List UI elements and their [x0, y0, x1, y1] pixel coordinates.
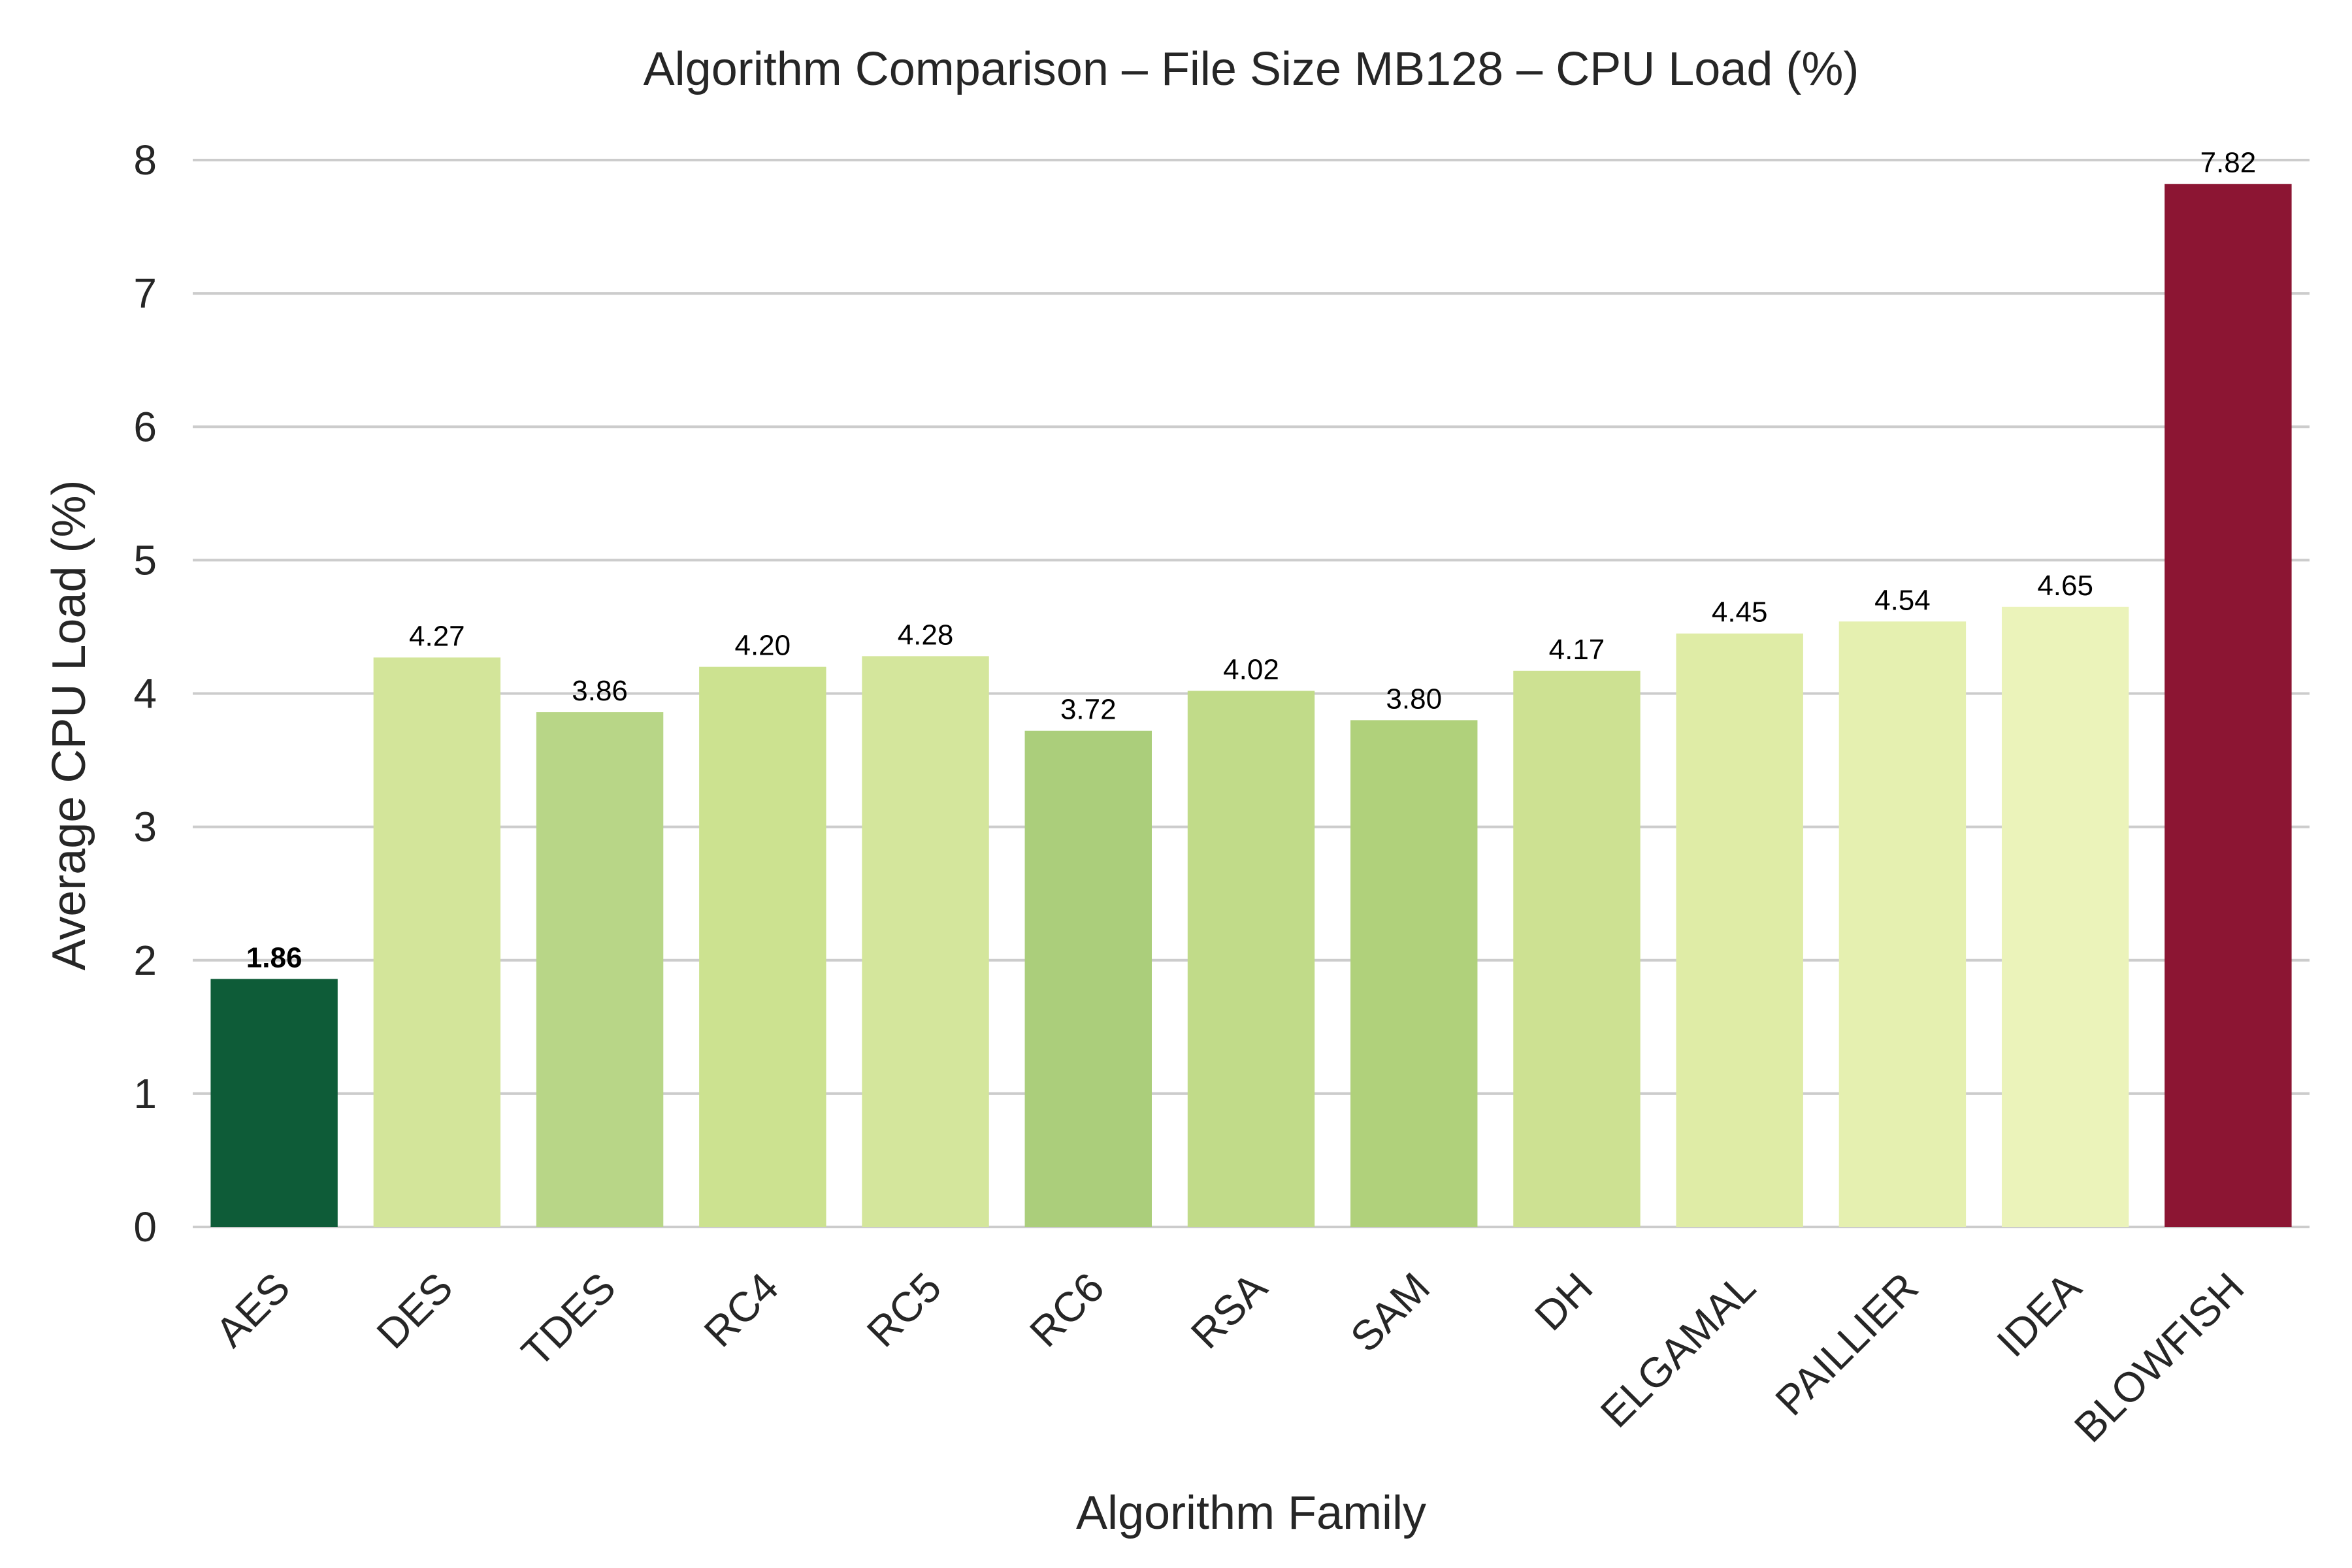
- data-label-elgamal: 4.45: [1712, 596, 1768, 629]
- bar-idea: [2001, 606, 2129, 1227]
- x-tick-label-rc6: RC6: [1021, 1264, 1113, 1356]
- bar-dh: [1513, 670, 1641, 1227]
- data-label-tdes: 3.86: [572, 675, 628, 707]
- chart-title: Algorithm Comparison – File Size MB128 –…: [644, 43, 1859, 95]
- x-tick-label-dh: DH: [1526, 1264, 1601, 1339]
- x-tick-label-idea: IDEA: [1988, 1264, 2091, 1366]
- bar-elgamal: [1676, 633, 1803, 1227]
- data-label-paillier: 4.54: [1874, 584, 1931, 616]
- y-tick-label: 4: [133, 670, 157, 717]
- bar-rc5: [862, 656, 989, 1227]
- y-tick-label: 7: [133, 270, 157, 317]
- x-tick-label-rsa: RSA: [1182, 1264, 1276, 1358]
- bars: 1.86 4.27 3.86 4.20 4.28 3.72 4.02 3.80 4.17 4.45…: [210, 147, 2292, 1228]
- bar-sam: [1350, 720, 1478, 1227]
- x-tick-label-sam: SAM: [1341, 1264, 1439, 1361]
- x-tick-label-rc4: RC4: [695, 1264, 787, 1356]
- data-label-blowfish: 7.82: [2200, 147, 2257, 179]
- bar-paillier: [1838, 621, 1967, 1227]
- bar-blowfish: [2164, 184, 2292, 1228]
- x-tick-label-des: DES: [368, 1264, 462, 1358]
- y-axis-ticks: 0 1 2 3 4 5 6 7 8: [133, 137, 157, 1250]
- data-label-rc4: 4.20: [734, 630, 791, 662]
- data-label-sam: 3.80: [1386, 683, 1442, 715]
- y-tick-label: 6: [133, 403, 157, 450]
- x-tick-label-rc5: RC5: [858, 1264, 950, 1356]
- x-tick-label-elgamal: ELGAMAL: [1592, 1264, 1765, 1437]
- bar-rc4: [699, 666, 826, 1227]
- y-tick-label: 2: [133, 937, 157, 984]
- data-label-dh: 4.17: [1549, 634, 1605, 666]
- data-label-rsa: 4.02: [1223, 653, 1279, 685]
- y-tick-label: 0: [133, 1203, 157, 1250]
- data-label-des: 4.27: [409, 620, 465, 652]
- data-label-idea: 4.65: [2037, 570, 2093, 602]
- x-tick-label-aes: AES: [206, 1264, 299, 1356]
- bar-aes: [210, 979, 338, 1227]
- x-axis-label: Algorithm Family: [1076, 1487, 1426, 1539]
- data-label-rc6: 3.72: [1060, 694, 1117, 726]
- data-label-aes: 1.86: [246, 941, 302, 973]
- y-tick-label: 1: [133, 1070, 157, 1117]
- data-label-rc5: 4.28: [898, 619, 954, 651]
- x-tick-label-paillier: PAILLIER: [1767, 1264, 1927, 1424]
- bar-rc6: [1024, 730, 1152, 1227]
- bar-rsa: [1187, 691, 1315, 1227]
- y-tick-label: 5: [133, 536, 157, 583]
- y-axis-label: Average CPU Load (%): [43, 480, 95, 970]
- bar-tdes: [536, 712, 664, 1227]
- bar-des: [373, 657, 501, 1227]
- y-tick-label: 3: [133, 804, 157, 851]
- x-tick-label-tdes: TDES: [512, 1264, 625, 1376]
- x-tick-label-blowfish: BLOWFISH: [2065, 1264, 2253, 1451]
- y-tick-label: 8: [133, 137, 157, 184]
